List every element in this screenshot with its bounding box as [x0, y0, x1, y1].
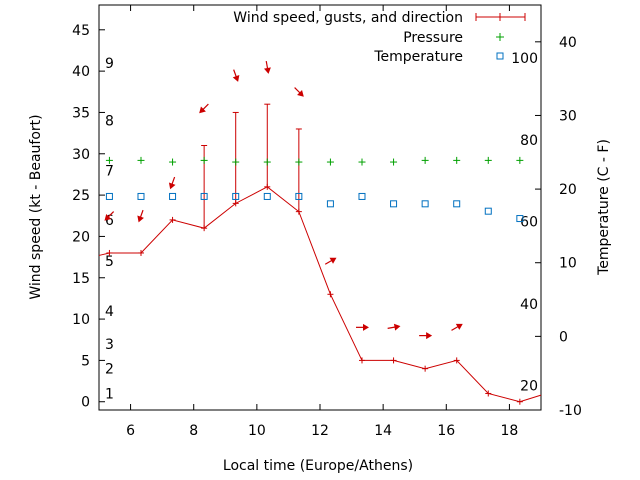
y2-axis-title: Temperature (C - F)	[596, 139, 612, 276]
tick-labels: 6 8 10 12 14 16 18051015202530354045-100102030…	[72, 23, 582, 439]
beaufort-label: 7	[105, 163, 114, 179]
legend-swatch-temperature	[496, 52, 504, 60]
temperature-point	[232, 192, 240, 200]
beaufort-label: 1	[105, 386, 114, 402]
y-tick-label: 30	[72, 147, 90, 163]
beaufort-label: 5	[105, 254, 114, 270]
x-tick-label: 10	[248, 423, 266, 439]
plot-frame	[98, 4, 542, 411]
temperature-point	[516, 215, 524, 223]
temperature-point	[137, 192, 145, 200]
annotation-labels: 1 2 3 4 5 6 7 8 9 20 40 60 80 100	[105, 51, 538, 402]
y-tick-label: 0	[81, 395, 90, 411]
wind-direction-arrow	[264, 60, 271, 74]
wind-speed-line	[98, 186, 542, 403]
y2-tick-label: 20	[559, 182, 577, 198]
x-tick-label: 14	[374, 423, 392, 439]
beaufort-label: 8	[105, 114, 114, 130]
temperature-point	[484, 207, 492, 215]
y-tick-label: 45	[72, 23, 90, 39]
y-tick-label: 20	[72, 229, 90, 245]
y2-tick-label: 30	[559, 108, 577, 124]
beaufort-label: 9	[105, 56, 114, 72]
wind-direction-arrow	[232, 69, 240, 82]
wind-direction-arrow	[355, 323, 369, 331]
wind-direction-arrows	[104, 60, 463, 340]
x-tick-label: 18	[501, 423, 519, 439]
x-tick-label: 12	[311, 423, 329, 439]
temperature-point	[326, 200, 334, 208]
y2-tick-label: 40	[559, 35, 577, 51]
temperature-series	[105, 192, 524, 223]
legend-label-pressure: Pressure	[403, 30, 463, 46]
wind-direction-arrow	[137, 209, 144, 223]
temperature-point	[390, 200, 398, 208]
wind-direction-arrow	[387, 323, 401, 331]
wind-series	[98, 103, 542, 405]
y2-tick-label: 10	[559, 256, 577, 272]
y-axis-title: Wind speed (kt - Beaufort)	[28, 114, 44, 299]
y2-tick-label: -10	[559, 403, 582, 419]
wind-direction-arrow	[168, 176, 176, 190]
temperature-point	[263, 192, 271, 200]
fahrenheit-label: 80	[520, 133, 538, 149]
fahrenheit-label: 20	[520, 379, 538, 395]
wind-direction-arrow	[324, 257, 337, 265]
temperature-point	[105, 192, 113, 200]
y-tick-label: 40	[72, 64, 90, 80]
legend-swatch-pressure	[496, 33, 504, 41]
temperature-point	[421, 200, 429, 208]
wind-direction-arrow	[199, 103, 209, 114]
legend-label-temperature: Temperature	[373, 49, 463, 65]
x-tick-label: 16	[437, 423, 455, 439]
wind-direction-arrow	[294, 87, 304, 97]
pressure-series	[105, 156, 524, 166]
x-axis-title: Local time (Europe/Athens)	[223, 458, 413, 474]
tick-marks	[99, 5, 541, 411]
beaufort-label: 4	[105, 304, 114, 320]
y-tick-label: 15	[72, 271, 90, 287]
beaufort-label: 2	[105, 362, 114, 378]
y2-tick-label: 0	[559, 329, 568, 345]
fahrenheit-label: 60	[520, 214, 538, 230]
beaufort-label: 6	[105, 213, 114, 229]
fahrenheit-label: 100	[511, 51, 538, 67]
x-tick-label: 6	[126, 423, 135, 439]
temperature-point	[295, 192, 303, 200]
y-tick-label: 25	[72, 188, 90, 204]
legend: Wind speed, gusts, and direction Pressur…	[233, 10, 526, 65]
wind-direction-arrow	[419, 332, 433, 340]
y-tick-label: 35	[72, 105, 90, 121]
fahrenheit-label: 40	[520, 297, 538, 313]
temperature-point	[169, 192, 177, 200]
wind-direction-arrow	[451, 323, 463, 331]
y-tick-label: 10	[72, 312, 90, 328]
temperature-point	[200, 192, 208, 200]
wind-direction-arrow	[104, 211, 115, 221]
temperature-point	[358, 192, 366, 200]
x-tick-label: 8	[189, 423, 198, 439]
temperature-point	[453, 200, 461, 208]
legend-label-wind: Wind speed, gusts, and direction	[233, 10, 463, 26]
beaufort-label: 3	[105, 337, 114, 353]
y-tick-label: 5	[81, 353, 90, 369]
